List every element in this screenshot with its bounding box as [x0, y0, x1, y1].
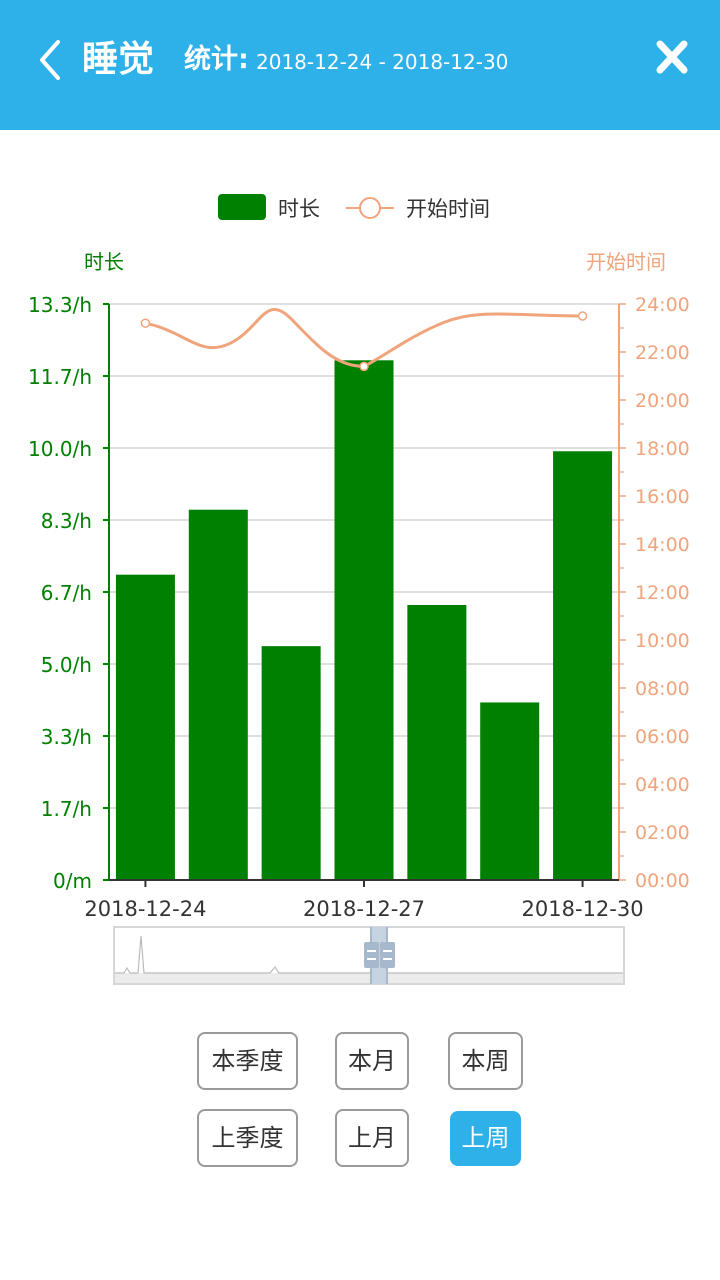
start-time-point [359, 361, 369, 372]
back-arrow-icon[interactable] [34, 38, 74, 82]
y-left-tick-label: 5.0/h [41, 653, 92, 677]
x-tick-label: 2018-12-30 [522, 897, 644, 921]
bar-2018-12-26 [261, 646, 321, 880]
y-right-tick-label: 12:00 [635, 582, 690, 604]
y-right-tick-label: 20:00 [635, 390, 690, 412]
bar-2018-12-25 [188, 509, 248, 880]
this-quarter-button[interactable]: 本季度 [197, 1032, 298, 1090]
app-header: 睡觉 统计: 2018-12-24 - 2018-12-30 [0, 0, 720, 130]
last-week-button[interactable]: 上周 [450, 1111, 521, 1166]
y-right-tick-label: 18:00 [635, 438, 690, 460]
page-title: 睡觉 [82, 39, 155, 80]
y-left-axis-title: 时长 [84, 250, 124, 274]
y-right-tick-label: 10:00 [635, 630, 690, 652]
y-right-tick-label: 24:00 [635, 294, 690, 316]
y-left-tick-label: 0/m [53, 869, 92, 893]
zoom-preview-line [115, 935, 623, 974]
start-time-point [140, 318, 151, 328]
start-time-point [577, 311, 588, 321]
legend-bar-label: 时长 [278, 197, 320, 221]
y-left-tick-label: 1.7/h [41, 797, 92, 821]
zoom-baseline-fill [115, 973, 623, 983]
y-left-tick-label: 10.0/h [28, 437, 92, 461]
bar-2018-12-29 [480, 702, 540, 880]
last-quarter-button[interactable]: 上季度 [197, 1109, 298, 1167]
chart-legend[interactable]: 时长 开始时间 [218, 194, 490, 221]
zoom-handle-right[interactable] [380, 942, 395, 968]
axes [103, 303, 626, 887]
start-time-line [145, 308, 583, 368]
date-range: 2018-12-24 - 2018-12-30 [256, 50, 509, 74]
y-left-tick-label: 8.3/h [41, 509, 92, 533]
bar-2018-12-24 [115, 574, 175, 880]
y-left-tick-label: 11.7/h [28, 365, 92, 389]
close-icon[interactable] [652, 36, 692, 78]
y-right-tick-label: 08:00 [635, 678, 690, 700]
bar-series [115, 360, 613, 880]
bar-2018-12-30 [553, 451, 613, 880]
y-right-tick-label: 14:00 [635, 534, 690, 556]
legend-bar-swatch [218, 194, 266, 220]
legend-line-marker [359, 197, 381, 219]
y-right-tick-label: 00:00 [635, 870, 690, 892]
y-right-tick-label: 16:00 [635, 486, 690, 508]
zoom-handle-left[interactable] [364, 942, 379, 968]
y-right-tick-label: 04:00 [635, 774, 690, 796]
sleep-chart: 时长 开始时间 时长 开始时间 0/m 1.7/h 3.3/h 5.0/h 6.7/h 8… [28, 194, 690, 985]
y-right-tick-label: 06:00 [635, 726, 690, 748]
y-right-tick-label: 02:00 [635, 822, 690, 844]
this-week-button[interactable]: 本周 [448, 1032, 523, 1090]
data-zoom-slider[interactable] [113, 926, 625, 985]
y-right-axis-title: 开始时间 [586, 250, 666, 274]
stat-label: 统计: [184, 44, 249, 75]
y-left-tick-label: 6.7/h [41, 581, 92, 605]
bar-2018-12-28 [407, 604, 467, 880]
y-left-tick-label: 13.3/h [28, 293, 92, 317]
legend-line-label: 开始时间 [406, 197, 490, 221]
bar-2018-12-27 [334, 360, 394, 880]
y-right-tick-label: 22:00 [635, 342, 690, 364]
x-tick-label: 2018-12-27 [303, 897, 425, 921]
x-tick-label: 2018-12-24 [84, 897, 206, 921]
last-month-button[interactable]: 上月 [335, 1109, 409, 1167]
tick-labels: 0/m 1.7/h 3.3/h 5.0/h 6.7/h 8.3/h 10.0/h 11.7/h… [28, 293, 690, 921]
this-month-button[interactable]: 本月 [335, 1032, 409, 1090]
line-series [140, 308, 588, 372]
y-left-tick-label: 3.3/h [41, 725, 92, 749]
